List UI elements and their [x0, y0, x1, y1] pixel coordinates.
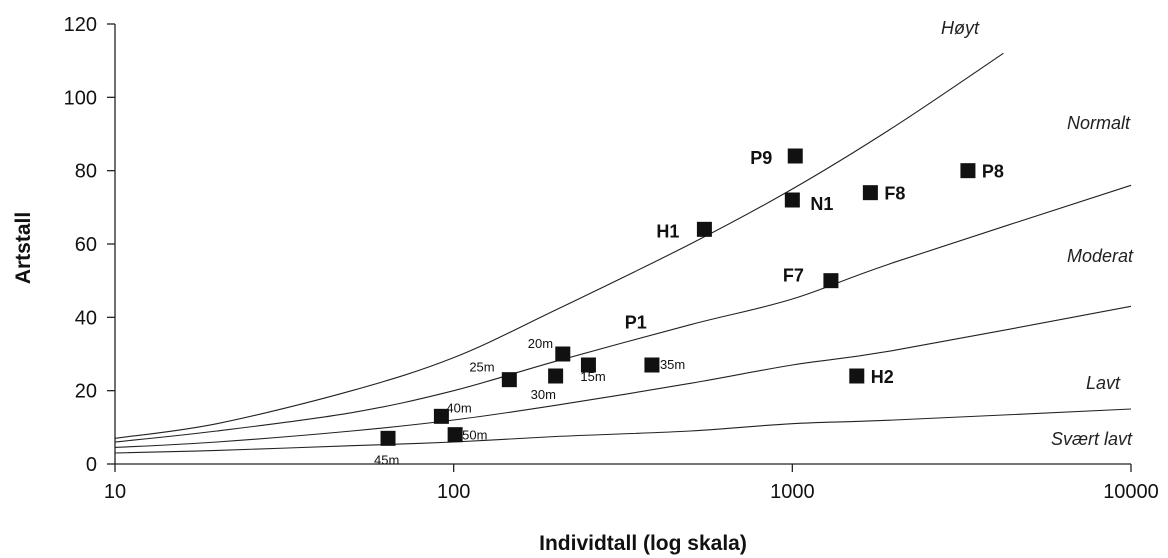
- x-tick-label: 10000: [1103, 481, 1159, 503]
- y-tick-label: 40: [75, 307, 97, 329]
- data-point-marker: [548, 368, 564, 384]
- x-axis-title: Individtall (log skala): [539, 532, 747, 555]
- zone-label: Lavt: [1086, 373, 1121, 393]
- site-label: P1: [625, 312, 647, 332]
- y-axis-title: Artstall: [12, 212, 35, 284]
- data-point-marker: [447, 427, 463, 443]
- reference-curve-3: [114, 305, 1132, 449]
- data-point-marker: [433, 408, 449, 424]
- data-point-marker: [960, 163, 976, 179]
- data-point-marker: [555, 346, 571, 362]
- data-point-label: P9: [750, 148, 772, 168]
- data-point-label: P8: [982, 162, 1004, 182]
- y-tick-label: 60: [75, 234, 97, 256]
- data-point-label: 40m: [446, 400, 471, 415]
- data-point-label: H1: [656, 221, 679, 241]
- zone-label: Svært lavt: [1051, 429, 1133, 449]
- data-point-label: F7: [783, 266, 804, 286]
- data-point-label: H2: [871, 367, 894, 387]
- data-point-label: 15m: [580, 369, 605, 384]
- data-points: P9 P8 F8 N1 H1 F7 H2 20m 15m 35m 30m 25m 40m 50m 45m P1: [374, 148, 1004, 467]
- y-tick-label: 120: [64, 14, 97, 36]
- data-point-marker: [696, 221, 712, 237]
- reference-curves: [114, 52, 1132, 454]
- data-point-marker: [862, 185, 878, 201]
- data-point-label: F8: [884, 184, 905, 204]
- data-point-marker: [580, 357, 596, 373]
- y-tick-label: 100: [64, 87, 97, 109]
- data-point-marker: [380, 430, 396, 446]
- x-tick-label: 100: [437, 481, 470, 503]
- y-tick-label: 80: [75, 161, 97, 183]
- zone-label: Normalt: [1067, 113, 1131, 133]
- zone-label: Høyt: [941, 18, 980, 38]
- data-point-label: 25m: [469, 360, 494, 375]
- data-point-marker: [787, 148, 803, 164]
- zone-labels: Høyt Normalt Moderat Lavt Svært lavt: [941, 18, 1134, 449]
- data-point-label: 30m: [531, 387, 556, 402]
- x-axis-ticks: 10 100 1000 10000: [104, 464, 1159, 503]
- reference-curve-1: [114, 52, 1004, 439]
- y-axis-ticks: 0 20 40 60 80 100 120: [64, 14, 115, 476]
- zone-label: Moderat: [1067, 246, 1134, 266]
- data-point-marker: [784, 192, 800, 208]
- data-point-marker: [501, 372, 517, 388]
- data-point-label: N1: [810, 194, 833, 214]
- y-tick-label: 20: [75, 381, 97, 403]
- data-point-label: 35m: [660, 357, 685, 372]
- x-tick-label: 10: [104, 481, 126, 503]
- data-point-marker: [644, 357, 660, 373]
- data-point-label: 50m: [462, 428, 487, 443]
- data-point-label: 45m: [374, 452, 399, 467]
- x-tick-label: 1000: [770, 481, 815, 503]
- data-point-marker: [849, 368, 865, 384]
- reference-curve-2: [114, 184, 1132, 443]
- data-point-label: 20m: [528, 336, 553, 351]
- reference-curve-4: [114, 408, 1132, 454]
- y-tick-label: 0: [86, 454, 97, 476]
- data-point-marker: [823, 273, 839, 289]
